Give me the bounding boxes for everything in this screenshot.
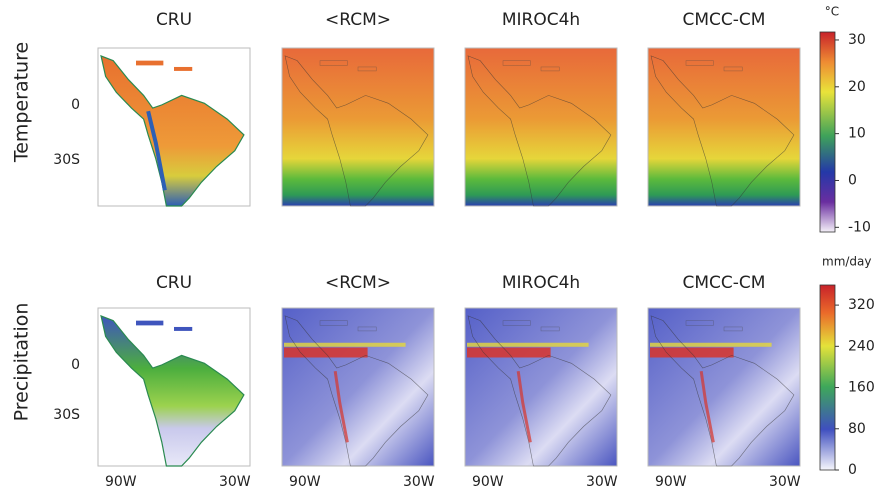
map-panel (465, 48, 617, 206)
lon-label: 30W (403, 474, 435, 490)
lon-label: 90W (472, 474, 504, 490)
colorbar-tick-label: 30 (848, 32, 866, 48)
map-panel (648, 48, 800, 206)
panel-title: CRU (156, 10, 192, 30)
rain-band (284, 343, 406, 347)
rain-band (650, 343, 772, 347)
colorbar (820, 32, 835, 232)
panel-title: MIROC4h (502, 10, 580, 30)
colorbar-unit: °C (825, 5, 839, 19)
island (174, 67, 192, 71)
map-background (648, 308, 800, 466)
rain-band (467, 343, 589, 347)
map-background (282, 48, 434, 206)
figure: Temperature 0 30S CRU <RCM> MIROC4h CMCC-CM °C 3… (0, 0, 887, 495)
row-label: Temperature (11, 42, 33, 163)
colorbar-tick-label: 10 (848, 126, 866, 142)
colorbar-tick-label: 0 (848, 462, 857, 478)
map-panel (465, 308, 617, 466)
colorbar-tick-label: 0 (848, 172, 857, 188)
lat-label: 30S (53, 152, 80, 168)
map-panel (98, 48, 250, 206)
rain-band (650, 348, 734, 358)
lon-label: 30W (219, 474, 251, 490)
map-background (282, 308, 434, 466)
colorbar-tick-label: 160 (848, 380, 875, 396)
colorbar-tick-label: -10 (848, 219, 871, 235)
lon-label: 90W (289, 474, 321, 490)
map-panel (282, 48, 434, 206)
colorbar-unit: mm/day (822, 255, 872, 269)
map-background (648, 48, 800, 206)
map-panel (282, 308, 434, 466)
rain-band (284, 348, 368, 358)
rain-band (467, 348, 551, 358)
lat-label: 0 (71, 357, 80, 373)
colorbar-tick-label: 240 (848, 338, 875, 354)
map-background (465, 48, 617, 206)
colorbar-tick-label: 320 (848, 297, 875, 313)
map-panel (648, 308, 800, 466)
row-label: Precipitation (11, 303, 33, 422)
lon-label: 90W (655, 474, 687, 490)
lat-label: 30S (53, 407, 80, 423)
colorbar-tick-label: 20 (848, 79, 866, 95)
lon-label: 90W (105, 474, 137, 490)
panel-title: CMCC-CM (683, 273, 766, 293)
panel-title: MIROC4h (502, 273, 580, 293)
panel-title: <RCM> (325, 273, 391, 293)
panel-title: CRU (156, 273, 192, 293)
island (136, 61, 163, 66)
island (136, 321, 163, 326)
island (174, 327, 192, 331)
lat-label: 0 (71, 97, 80, 113)
map-panel (98, 308, 250, 466)
colorbar-tick-label: 80 (848, 421, 866, 437)
colorbar (820, 285, 835, 470)
lon-label: 30W (586, 474, 618, 490)
panel-title: CMCC-CM (683, 10, 766, 30)
panel-title: <RCM> (325, 10, 391, 30)
lon-label: 30W (769, 474, 801, 490)
map-background (465, 308, 617, 466)
